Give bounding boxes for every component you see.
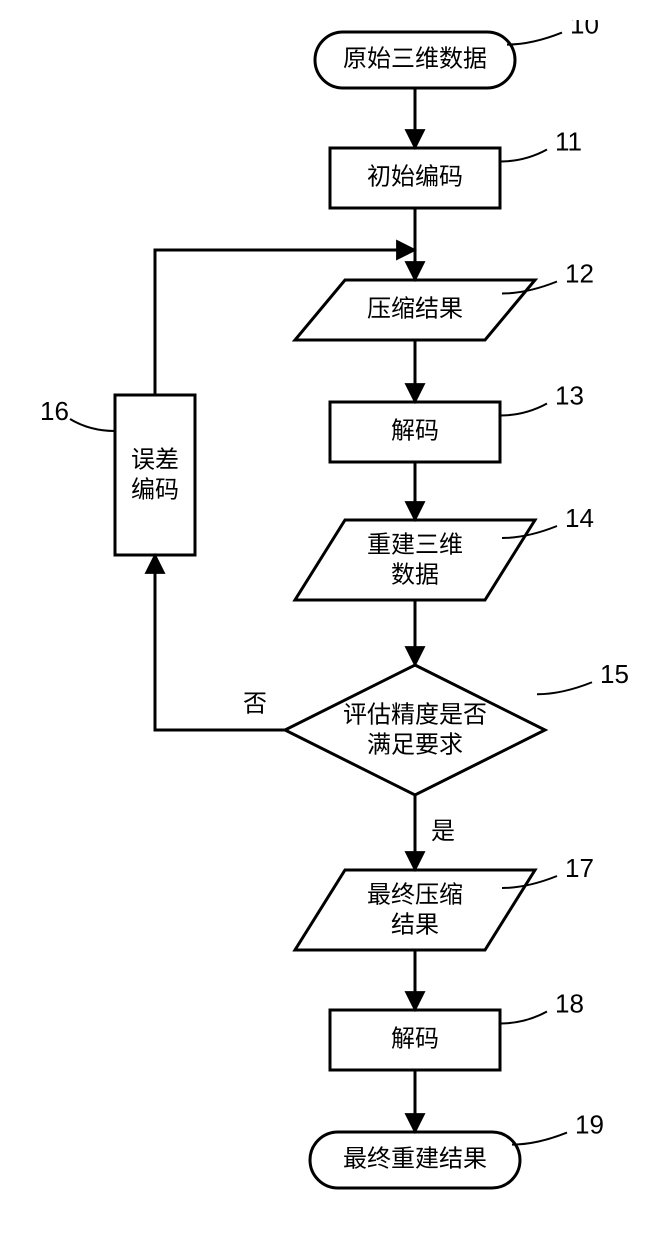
node-label: 解码 [391,417,439,444]
node-n17: 最终压缩结果 17 [295,853,594,950]
node-n10: 原始三维数据 10 [315,20,599,88]
node-label: 压缩结果 [367,295,463,322]
edge-feedback-out [155,250,415,395]
node-n13: 解码 13 [330,380,584,462]
node-label: 最终压缩 [367,881,463,908]
node-label: 重建三维 [367,531,463,558]
ref-label: 15 [600,659,629,689]
ref-label: 10 [570,20,599,39]
node-label: 原始三维数据 [343,45,487,72]
edge-label-no: 否 [243,690,267,717]
ref-label: 16 [40,396,69,426]
ref-label: 17 [565,853,594,883]
node-n14: 重建三维数据 14 [295,503,594,600]
node-label: 误差 [131,446,179,473]
node-n15: 评估精度是否满足要求 15 [285,659,629,795]
ref-label: 18 [555,988,584,1018]
node-label: 初始编码 [367,163,463,190]
ref-label: 19 [575,1109,604,1139]
node-n16: 误差编码 16 [40,395,195,555]
node-n18: 解码 18 [330,988,584,1070]
edge-label: 是 [431,818,455,845]
node-n12: 压缩结果 12 [295,258,594,340]
ref-label: 14 [565,503,594,533]
ref-label: 12 [565,258,594,288]
node-label: 结果 [391,911,439,938]
node-label: 数据 [391,561,439,588]
node-label: 满足要求 [367,731,463,758]
node-label: 最终重建结果 [343,1145,487,1172]
node-label: 解码 [391,1025,439,1052]
ref-label: 11 [555,126,582,156]
node-n11: 初始编码 11 [330,126,582,208]
node-label: 编码 [131,476,179,503]
node-label: 评估精度是否 [343,701,487,728]
ref-label: 13 [555,380,584,410]
node-n19: 最终重建结果 19 [310,1109,604,1188]
